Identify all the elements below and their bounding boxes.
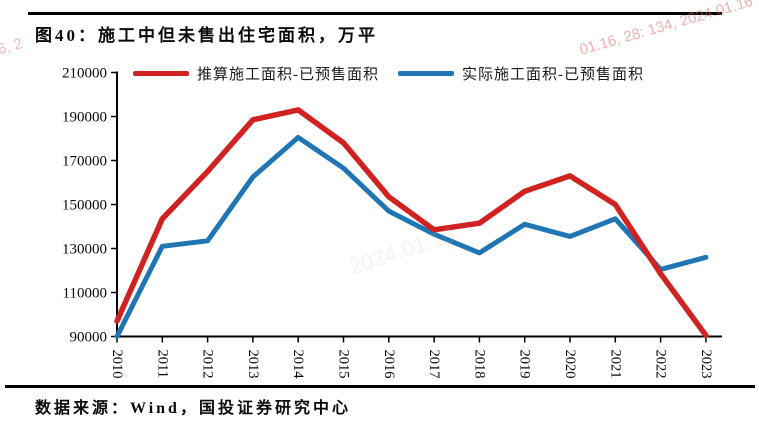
legend-item-actual-area: 实际施工面积-已预售面积 (398, 62, 644, 84)
legend-line-red (133, 70, 189, 76)
x-tick-label: 2018 (471, 350, 487, 379)
x-tick-label: 2016 (381, 350, 397, 379)
figure-title: 图40：施工中但未售出住宅面积，万平 (35, 26, 378, 45)
legend-label-estimated-area: 推算施工面积-已预售面积 (197, 66, 379, 83)
legend-line-blue (398, 70, 454, 76)
x-tick-label: 2013 (245, 350, 261, 379)
legend-item-estimated-area: 推算施工面积-已预售面积 (133, 62, 379, 84)
top-rule (28, 12, 722, 15)
x-tick-label: 2010 (109, 350, 125, 379)
bottom-rule (5, 385, 755, 388)
y-tick-label: 210000 (62, 66, 107, 82)
x-tick-label: 2019 (517, 350, 533, 379)
x-tick-label: 2020 (562, 350, 578, 379)
x-tick-label: 2015 (336, 350, 352, 379)
x-tick-label: 2017 (426, 350, 442, 379)
series-line-1 (114, 134, 709, 339)
y-tick-label: 110000 (63, 286, 107, 302)
y-tick-label: 170000 (62, 154, 107, 170)
x-tick-label: 2023 (698, 350, 714, 379)
x-tick-label: 2012 (200, 350, 216, 379)
y-tick-label: 130000 (62, 242, 107, 258)
x-tick-label: 2011 (154, 350, 170, 378)
legend-label-actual-area: 实际施工面积-已预售面积 (462, 66, 644, 83)
series-line-0 (114, 107, 709, 339)
y-tick-label: 90000 (70, 330, 108, 346)
chart-legend: 推算施工面积-已预售面积 实际施工面积-已预售面积 (0, 62, 759, 84)
data-source-note: 数据来源：Wind，国投证券研究中心 (35, 400, 351, 417)
y-tick-label: 150000 (62, 198, 107, 214)
x-tick-label: 2021 (607, 350, 623, 379)
y-tick-label: 190000 (62, 110, 107, 126)
x-tick-label: 2022 (653, 350, 669, 379)
x-tick-label: 2014 (290, 350, 306, 380)
